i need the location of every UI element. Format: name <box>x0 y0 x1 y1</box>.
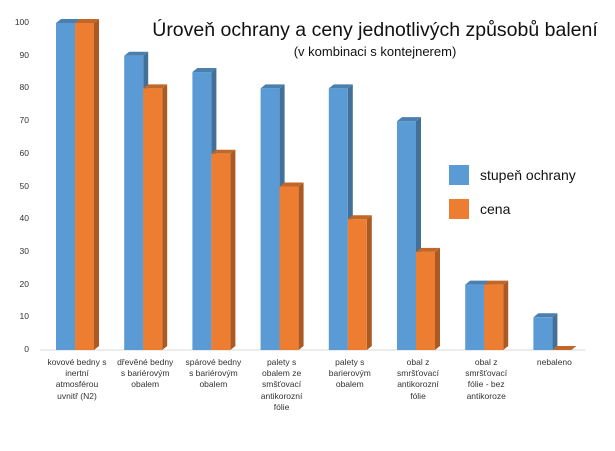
bar-top-price <box>484 280 509 285</box>
y-tick-label: 10 <box>19 311 29 322</box>
y-tick-label: 80 <box>19 82 29 93</box>
bar-top-protection <box>465 280 490 285</box>
y-tick-label: 60 <box>19 147 29 158</box>
bar-top-protection <box>192 68 217 73</box>
legend-swatch-price <box>449 199 469 219</box>
x-category-label: spárové bedny s bariérovým obalem <box>185 357 242 390</box>
bar-protection <box>56 23 75 350</box>
bar-top-price <box>75 19 99 23</box>
y-tick-label: 70 <box>19 115 29 126</box>
bar-top-protection <box>328 84 353 89</box>
bar-top-price <box>143 84 168 89</box>
chart-legend: stupeň ochrany cena <box>449 158 576 226</box>
x-category-label: obal z smršťovací antikorozní fólie <box>397 357 439 401</box>
legend-label-protection: stupeň ochrany <box>480 167 576 183</box>
bar-price <box>484 284 504 350</box>
bar-side-price <box>366 215 372 350</box>
bar-price <box>143 88 163 351</box>
bar-protection <box>533 317 553 350</box>
y-tick-label: 100 <box>14 17 29 27</box>
bar-top-price <box>279 182 304 187</box>
bar-top-protection <box>56 19 80 23</box>
bar-price <box>347 219 367 350</box>
bar-side-price <box>230 149 236 350</box>
bar-protection <box>465 284 485 350</box>
y-tick-label: 50 <box>19 180 29 191</box>
y-tick-label: 90 <box>19 49 29 60</box>
bar-price <box>416 251 435 350</box>
bar-protection <box>260 88 280 351</box>
x-category-label: kovové bedny s inertní atmosférou uvnitř… <box>47 357 107 401</box>
bar-top-protection <box>533 313 558 318</box>
x-category-label: palety s barierovým obalem <box>328 357 371 390</box>
chart-subtitle: (v kombinaci s kontejnerem) <box>293 44 457 59</box>
bar-price <box>211 153 231 350</box>
bar-top-price <box>347 215 372 220</box>
x-category-label: obal z smršťovací fólie - bez antikoroze <box>465 357 508 401</box>
bar-protection <box>192 72 212 351</box>
bar-protection <box>397 121 416 350</box>
x-category-label: nebaleno <box>536 357 572 367</box>
bar-side-price <box>94 19 99 350</box>
y-tick-label: 20 <box>19 278 29 289</box>
bar-protection <box>328 88 348 351</box>
bar-side-price <box>298 182 304 350</box>
chart-title: Úroveň ochrany a ceny jednotlivých způso… <box>152 19 598 41</box>
bar-side-price <box>503 280 509 350</box>
legend-item-protection: stupeň ochrany <box>449 158 576 192</box>
bar-protection <box>124 55 144 350</box>
x-category-label: palety s obalem ze smšťovací antikorozní… <box>260 357 303 412</box>
bar-top-protection <box>397 117 421 122</box>
legend-label-price: cena <box>480 201 511 217</box>
bar-price <box>75 23 94 350</box>
bar-top-protection <box>124 51 149 56</box>
bar-side-protection <box>552 313 558 350</box>
y-tick-label: 0 <box>24 344 29 354</box>
y-tick-label: 40 <box>19 213 29 224</box>
bar-top-price <box>416 247 440 252</box>
bar-side-price <box>162 84 168 351</box>
bar-top-protection <box>260 84 285 89</box>
bar-top-price <box>211 149 236 154</box>
bar-price <box>279 186 299 350</box>
legend-swatch-protection <box>449 165 469 185</box>
x-category-label: dřevěné bedny s bariérovým obalem <box>117 357 174 390</box>
bar-side-price <box>435 247 440 350</box>
bar-top-price <box>552 346 577 350</box>
y-tick-label: 30 <box>19 245 29 256</box>
legend-item-price: cena <box>449 192 576 226</box>
